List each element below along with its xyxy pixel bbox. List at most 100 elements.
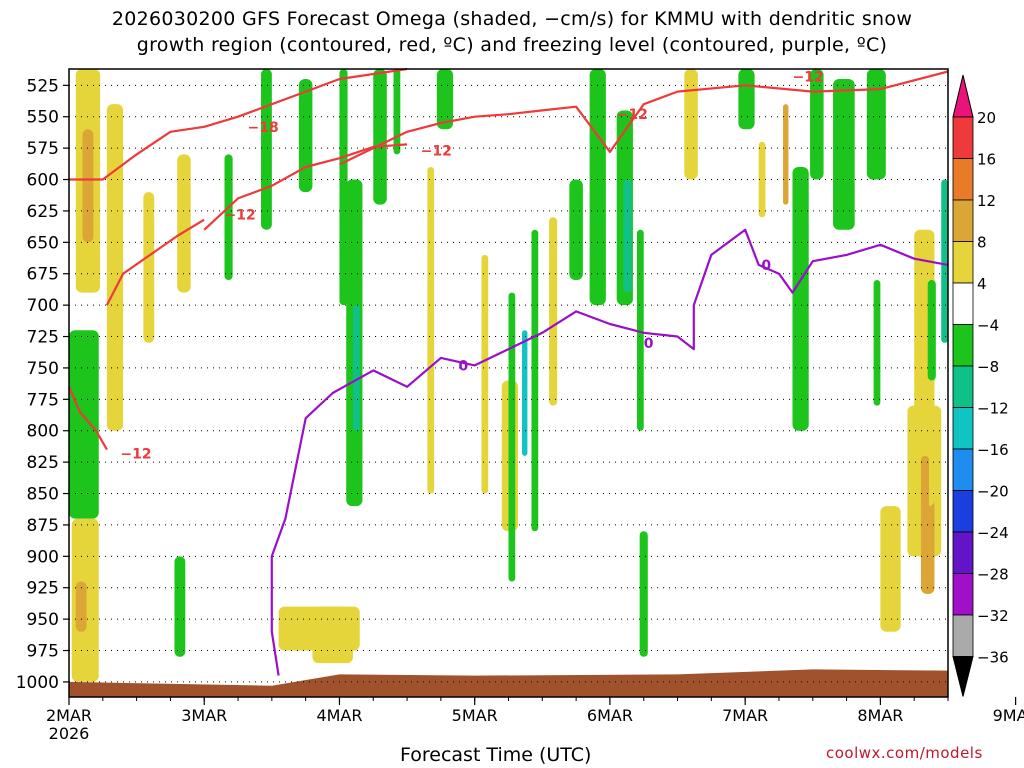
omega-shade-cell: [636, 229, 644, 431]
source-credit: coolwx.com/models: [826, 744, 983, 762]
x-tick-label: 3MAR: [181, 706, 227, 725]
colorbar-label: −4: [977, 317, 999, 335]
colorbar-label: −12: [977, 400, 1009, 418]
omega-shade-cell: [312, 606, 353, 664]
x-tick-label: 6MAR: [587, 706, 633, 725]
omega-shade-cell: [508, 292, 516, 582]
freezing-level-line: [270, 228, 949, 676]
omega-shade-cell: [69, 330, 99, 519]
omega-shade-cell: [927, 280, 936, 381]
omega-shade-cell: [639, 531, 648, 657]
colorbar-label: −36: [977, 649, 1009, 667]
colorbar-segment: [952, 448, 974, 491]
dgz-contour-label: −12: [617, 107, 648, 123]
colorbar-segment: [952, 365, 974, 408]
dgz-contour-label: −12: [421, 144, 452, 160]
y-tick-label: 925: [27, 579, 59, 599]
y-tick-label: 850: [27, 485, 59, 505]
omega-shade-cell: [352, 305, 360, 431]
omega-shade-cell: [393, 69, 401, 155]
omega-shade-cell: [106, 104, 124, 431]
omega-shade-cell: [873, 280, 881, 406]
omega-shade-cell: [522, 330, 528, 456]
y-tick-label: 775: [27, 390, 59, 410]
colorbar-segment: [952, 241, 974, 284]
colorbar-bottom-arrow: [952, 656, 974, 697]
x-year-label: 2026: [49, 724, 90, 743]
dgz-contour-label: −12: [120, 446, 151, 462]
colorbar-segment: [952, 531, 974, 574]
omega-shade-cell: [75, 581, 87, 632]
chart-title: 2026030200 GFS Forecast Omega (shaded, −…: [0, 6, 1024, 58]
dgz-contour-label: −12: [225, 208, 256, 224]
dgz-contour-line: [105, 218, 205, 306]
ground-band: [69, 669, 948, 697]
omega-shade-cell: [833, 79, 855, 230]
colorbar-label: −28: [977, 566, 1009, 584]
omega-shade-cell: [481, 254, 489, 494]
x-tick-label: 4MAR: [316, 706, 362, 725]
omega-shade-cell: [174, 556, 186, 657]
colorbar-label: 8: [977, 234, 987, 252]
y-tick-label: 700: [27, 296, 59, 316]
y-tick-label: 750: [27, 359, 59, 379]
omega-shade-cell: [298, 79, 313, 193]
omega-shade-cell: [143, 192, 155, 343]
x-axis: 2MAR 3MAR 4MAR 5MAR 6MAR 7MAR 8MAR 9MAR 2026: [46, 697, 1024, 743]
x-tick-label: 5MAR: [452, 706, 498, 725]
omega-shade-cell: [373, 69, 387, 205]
omega-shade-cell: [549, 217, 558, 406]
omega-shade-cell: [880, 506, 901, 632]
omega-shade-cell: [589, 69, 606, 306]
colorbar-label: −24: [977, 524, 1009, 542]
x-tick-label: 8MAR: [857, 706, 903, 725]
x-tick-label: 7MAR: [722, 706, 768, 725]
freezing-contour-label: 0: [761, 258, 771, 274]
y-tick-label: 675: [27, 265, 59, 285]
colorbar-segment: [952, 490, 974, 533]
y-tick-label: 625: [27, 202, 59, 222]
colorbar-segment: [952, 199, 974, 242]
colorbar-label: −16: [977, 441, 1009, 459]
y-tick-label: 575: [27, 139, 59, 159]
omega-shade-cell: [224, 154, 233, 281]
dgz-contour-line: [339, 70, 949, 166]
colorbar-segment: [952, 407, 974, 450]
y-tick-label: 950: [27, 610, 59, 630]
dgz-contour-label: −18: [248, 120, 279, 136]
colorbar-segment: [952, 116, 974, 159]
omega-shade-cell: [684, 69, 698, 180]
freezing-contour-label: 0: [644, 336, 654, 352]
colorbar-segment: [952, 324, 974, 367]
omega-shade-cell: [261, 69, 272, 230]
y-tick-label: 825: [27, 453, 59, 473]
y-tick-label: 900: [27, 547, 59, 567]
colorbar-label: 16: [977, 151, 996, 169]
y-tick-label: 600: [27, 171, 59, 191]
colorbar-segment: [952, 614, 974, 657]
colorbar-label: −20: [977, 483, 1009, 501]
omega-shade-cell: [792, 166, 809, 431]
chart-title-line2: growth region (contoured, red, ºC) and f…: [136, 34, 888, 56]
colorbar-label: 12: [977, 192, 996, 210]
y-tick-label: 1000: [16, 673, 59, 693]
colorbar-label: −32: [977, 607, 1009, 625]
omega-shade-cell: [436, 69, 454, 130]
omega-shade-cell: [810, 69, 824, 180]
y-tick-label: 975: [27, 642, 59, 662]
chart-title-line1: 2026030200 GFS Forecast Omega (shaded, −…: [111, 8, 913, 30]
omega-shade-cell: [866, 69, 886, 180]
omega-shade-cell: [783, 104, 789, 205]
omega-shade-cell: [427, 166, 435, 494]
omega-shade-cell: [569, 179, 583, 281]
dgz-contour-line: [69, 67, 408, 181]
y-tick-label: 875: [27, 516, 59, 536]
colorbar-segment: [952, 282, 974, 325]
dgz-contour-line: [67, 386, 108, 451]
omega-shade-cell: [758, 141, 766, 218]
x-axis-label: Forecast Time (UTC): [400, 744, 592, 766]
x-tick-label: 9MAR: [993, 706, 1024, 725]
y-tick-label: 800: [27, 422, 59, 442]
ground-surface: [69, 669, 948, 697]
